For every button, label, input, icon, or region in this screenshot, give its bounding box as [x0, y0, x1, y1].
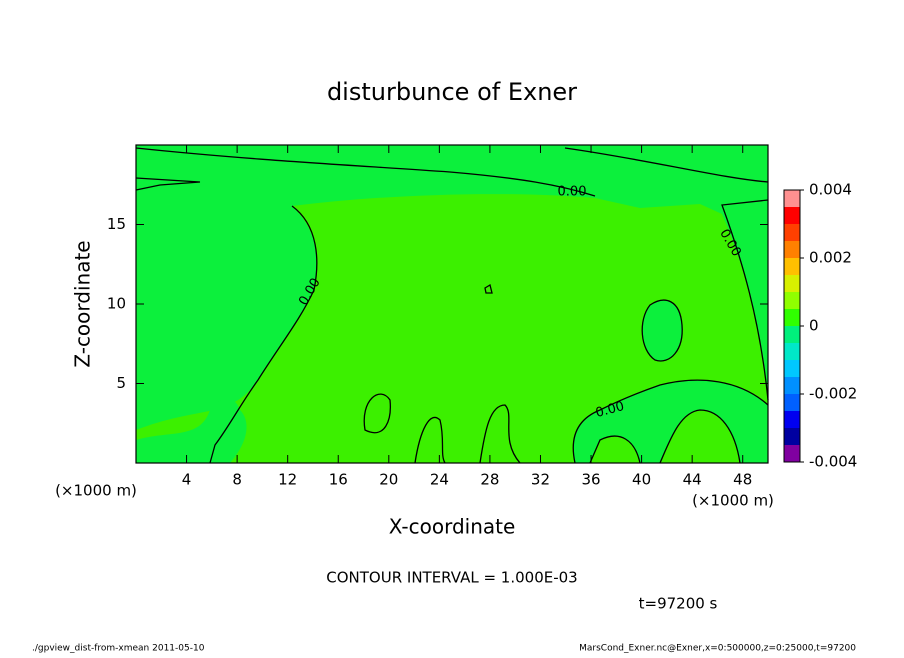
y-unit: (×1000 m): [692, 492, 774, 510]
colorbar-band: [784, 445, 800, 462]
colorbar-band: [784, 411, 800, 428]
x-tick-label: 8: [232, 471, 242, 489]
x-tick-label: 4: [182, 471, 192, 489]
x-tick-label: 44: [683, 471, 702, 489]
colorbar-band: [784, 207, 800, 224]
contour-interval: CONTOUR INTERVAL = 1.000E-03: [326, 569, 577, 587]
x-tick-label: 28: [480, 471, 499, 489]
footer-right: MarsCond_Exner.nc@Exner,x=0:500000,z=0:2…: [579, 644, 856, 654]
colorbar-band: [784, 258, 800, 275]
colorbar-band: [784, 394, 800, 411]
colorbar-band: [784, 326, 800, 343]
footer-left: ./gpview_dist-from-xmean 2011-05-10: [32, 644, 205, 654]
x-tick-label: 20: [379, 471, 398, 489]
colorbar-band: [784, 360, 800, 377]
colorbar-tick-label: -0.002: [809, 385, 857, 403]
x-tick-label: 32: [531, 471, 550, 489]
contour-field: 0.00 0.00 0.00 0.00: [135, 145, 769, 464]
contour-label: 0.00: [558, 185, 587, 200]
colorbar-tick-label: 0.004: [809, 181, 852, 199]
field-low: [136, 398, 247, 463]
y-axis-label: Z-coordinate: [71, 240, 95, 367]
x-tick-label: 40: [632, 471, 651, 489]
colorbar-band: [784, 343, 800, 360]
x-tick-label: 48: [733, 471, 752, 489]
x-tick-label: 36: [581, 471, 600, 489]
colorbar-tick-label: 0: [809, 317, 819, 335]
x-unit: (×1000 m): [55, 482, 137, 500]
x-tick-label: 16: [329, 471, 348, 489]
colorbar-band: [784, 377, 800, 394]
y-tick-label: 10: [107, 295, 126, 313]
colorbar-band: [784, 309, 800, 326]
x-tick-label: 12: [278, 471, 297, 489]
colorbar-band: [784, 241, 800, 258]
colorbar-band: [784, 224, 800, 241]
x-tick-label: 24: [430, 471, 449, 489]
colorbar-band: [784, 275, 800, 292]
colorbar-band: [784, 190, 800, 207]
field-low: [642, 300, 683, 361]
colorbar-band: [784, 428, 800, 445]
chart-title: disturbunce of Exner: [327, 78, 577, 106]
colorbar-band: [784, 292, 800, 309]
contour-lines: [135, 147, 769, 464]
field-high: [136, 194, 768, 463]
field-low: [573, 380, 768, 463]
colorbar-tick-label: 0.002: [809, 249, 852, 267]
y-tick-label: 15: [107, 215, 126, 233]
contour-label: 0.00: [594, 399, 626, 421]
time-label: t=97200 s: [639, 595, 718, 613]
y-tick-label: 5: [116, 374, 126, 392]
x-axis-label: X-coordinate: [389, 515, 516, 539]
colorbar-tick-label: -0.004: [809, 453, 857, 471]
